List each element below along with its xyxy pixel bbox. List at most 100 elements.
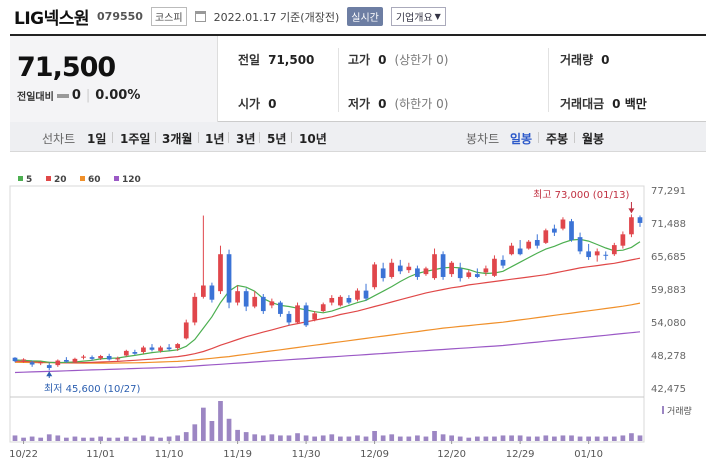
candle-body: [509, 245, 514, 255]
x-tick-label: 12/09: [360, 449, 389, 460]
change-value: 0: [71, 88, 81, 103]
plot-frame: [9, 185, 645, 443]
volume-bar: [320, 435, 326, 441]
candle-body: [337, 296, 343, 306]
period-3y[interactable]: 3년: [236, 132, 256, 146]
volume-bar: [29, 436, 35, 441]
volume-bar: [269, 434, 275, 441]
low-arrow-head: [46, 371, 53, 377]
daily-candle-chart[interactable]: 5 20 60 120 77,291 71,488 65,685 59,883 54,080 48…: [0, 168, 706, 473]
period-1y[interactable]: 1년: [205, 132, 225, 146]
open-label: 시가: [238, 97, 261, 111]
candle-body: [346, 298, 352, 303]
volume-bar: [12, 435, 18, 441]
candle-body: [440, 254, 446, 277]
candle-body: [158, 347, 163, 351]
legend-swatch-60: [80, 176, 85, 181]
volume-legend-label: 거래량: [667, 405, 692, 417]
volume-bar: [509, 435, 514, 441]
period-1d[interactable]: 1일: [87, 132, 107, 146]
volume-bar: [115, 437, 121, 441]
high-value: 0: [378, 52, 387, 67]
y-tick-label: 42,475: [651, 384, 686, 395]
x-tick-label: 12/29: [506, 449, 535, 460]
divider: [228, 132, 229, 143]
candle-body: [500, 259, 506, 266]
divider: [112, 132, 113, 143]
volume-bar: [235, 429, 240, 441]
volume-bar: [637, 435, 643, 441]
volume-bar: [406, 436, 412, 441]
candle-body: [577, 237, 583, 252]
candle-monthly[interactable]: 월봉: [582, 132, 605, 146]
volume-bar: [397, 436, 403, 441]
volume-bar: [629, 433, 634, 441]
candle-chart-label: 봉차트: [466, 132, 500, 146]
x-tick-label: 11/01: [86, 449, 115, 460]
amount-label: 거래대금: [560, 97, 605, 111]
candle-body: [175, 344, 181, 349]
volume-bar: [560, 435, 566, 441]
period-5y[interactable]: 5년: [267, 132, 287, 146]
x-tick-label: 10/22: [9, 449, 38, 460]
price-summary: 71,500 전일대비 0 | 0.00% 전일 71,500 고가 0 (상한…: [10, 34, 706, 122]
legend-swatch-5: [18, 176, 23, 181]
volume-bar: [380, 435, 386, 441]
volume-bar: [449, 435, 454, 441]
candle-body: [260, 296, 266, 312]
volume-value: 0: [601, 52, 610, 67]
volume-bar: [106, 437, 112, 441]
calendar-icon: [194, 11, 206, 22]
candle-body: [269, 301, 275, 306]
candle-body: [423, 268, 429, 275]
volume-stat: 거래량 0: [560, 51, 609, 68]
ma120-line: [14, 331, 641, 374]
candle-body: [543, 230, 549, 243]
divider: [291, 132, 292, 143]
y-tick-label: 59,883: [651, 285, 686, 296]
candle-body: [637, 217, 643, 223]
ma60-line: [14, 302, 641, 364]
candle-body: [252, 296, 258, 307]
legend-label-120: 120: [122, 175, 141, 185]
prev-close-label: 전일: [238, 53, 261, 67]
low-label: 저가: [348, 97, 371, 111]
volume-bar: [586, 436, 591, 441]
period-1w[interactable]: 1주일: [120, 132, 151, 146]
current-price: 71,500: [17, 52, 116, 83]
candle-body: [55, 360, 61, 366]
period-3m[interactable]: 3개월: [162, 132, 193, 146]
candle-body: [123, 350, 129, 356]
volume-bar: [483, 436, 489, 441]
x-tick-label: 11/30: [292, 449, 321, 460]
legend-label-5: 5: [26, 175, 32, 185]
volume-label: 거래량: [560, 53, 594, 67]
candle-body: [243, 291, 249, 307]
amount-stat: 거래대금 0 백만: [560, 95, 647, 112]
change-row: 전일대비 0 | 0.00%: [17, 88, 140, 103]
volume-bar: [569, 435, 574, 441]
company-info-dropdown[interactable]: 기업개요 ▼: [390, 7, 446, 26]
y-tick-label: 54,080: [651, 318, 686, 329]
candle-daily[interactable]: 일봉: [510, 132, 533, 146]
candle-body: [466, 272, 472, 277]
candle-body: [29, 362, 35, 365]
y-tick-label: 65,685: [651, 252, 686, 263]
period-10y[interactable]: 10년: [299, 132, 327, 146]
high-stat: 고가 0 (상한가 0): [348, 51, 448, 68]
ma20-line: [14, 257, 641, 364]
candle-body: [81, 356, 86, 358]
realtime-button[interactable]: 실시간: [347, 7, 383, 26]
candle-body: [192, 296, 198, 323]
volume-bar: [46, 434, 52, 441]
candle-body: [72, 358, 78, 363]
candle-body: [552, 228, 557, 233]
candle-weekly[interactable]: 주봉: [546, 132, 569, 146]
volume-bar: [337, 436, 343, 441]
volume-bar: [466, 437, 472, 441]
volume-bar: [72, 436, 78, 441]
volume-bar: [252, 434, 258, 441]
volume-bar: [209, 421, 215, 441]
change-percent: 0.00%: [95, 88, 141, 103]
stock-code: 079550: [97, 10, 143, 23]
